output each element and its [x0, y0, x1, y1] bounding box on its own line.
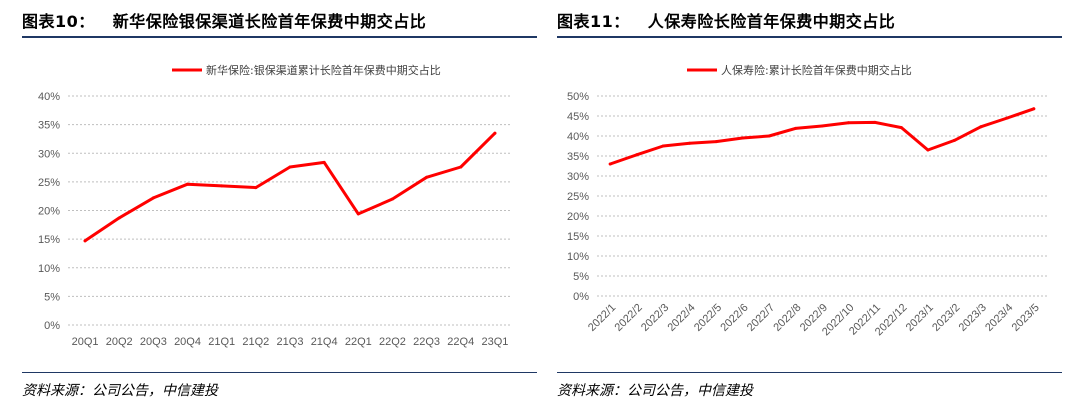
x-tick-label: 2022/5	[692, 302, 724, 334]
data-point	[661, 144, 665, 148]
y-tick-label: 20%	[38, 206, 60, 218]
y-tick-label: 25%	[38, 177, 60, 189]
x-tick-label: 20Q2	[106, 336, 133, 348]
legend-label: 人保寿险:累计长险首年保费中期交占比	[721, 63, 912, 77]
y-tick-label: 25%	[567, 191, 589, 203]
data-point	[608, 162, 612, 166]
legend-label: 新华保险:银保渠道累计长险首年保费中期交占比	[206, 63, 441, 77]
data-point	[1005, 116, 1009, 120]
y-tick-label: 40%	[567, 131, 589, 143]
x-tick-label: 2022/8	[771, 302, 803, 334]
x-tick-label: 22Q3	[413, 336, 440, 348]
y-tick-label: 0%	[44, 320, 60, 332]
figure-10-title-rule	[22, 36, 537, 38]
figure-11-title: 图表11： 人保寿险长险首年保费中期交占比	[557, 8, 895, 32]
x-tick-label: 22Q2	[379, 336, 406, 348]
figure-11-source-rule	[557, 372, 1062, 373]
y-tick-label: 35%	[567, 151, 589, 163]
data-point	[714, 140, 718, 144]
y-tick-label: 30%	[567, 171, 589, 183]
figure-10-source-rule	[22, 372, 537, 373]
figure-11-title-text: 人保寿险长险首年保费中期交占比	[647, 12, 896, 31]
x-tick-label: 21Q1	[208, 336, 235, 348]
figure-11-label: 图表11：	[557, 12, 630, 31]
data-point	[220, 184, 224, 188]
y-tick-label: 35%	[38, 120, 60, 132]
data-point	[899, 126, 903, 130]
figure-10-chart: 新华保险:银保渠道累计长险首年保费中期交占比 0% 5% 10% 15% 20% 25% 30…	[38, 63, 512, 348]
data-point	[459, 165, 463, 169]
figure-10-title: 图表10： 新华保险银保渠道长险首年保费中期交占比	[22, 8, 426, 32]
x-tick-label: 2023/1	[904, 302, 936, 334]
data-point	[151, 196, 155, 200]
data-point	[952, 138, 956, 142]
x-tick-label: 22Q1	[345, 336, 372, 348]
figure-11-panel: 图表11： 人保寿险长险首年保费中期交占比 人保寿险:累计长险首年保费中期交占比 0…	[557, 0, 1062, 408]
x-tick-label: 2022/1	[586, 302, 618, 334]
data-point	[356, 212, 360, 216]
y-tick-label: 15%	[567, 231, 589, 243]
data-point	[117, 216, 121, 220]
x-tick-label: 2023/5	[1010, 302, 1042, 334]
y-tick-label: 30%	[38, 148, 60, 160]
y-tick-label: 20%	[567, 211, 589, 223]
figure-10-title-text: 新华保险银保渠道长险首年保费中期交占比	[112, 12, 427, 31]
figure-10-label: 图表10：	[22, 12, 95, 31]
x-tick-label: 2022/4	[665, 302, 697, 334]
x-tick-label: 20Q1	[72, 336, 99, 348]
figure-10-panel: 图表10： 新华保险银保渠道长险首年保费中期交占比 新华保险:银保渠道累计长险首年…	[22, 0, 537, 408]
figure-11-chart: 人保寿险:累计长险首年保费中期交占比 0% 5% 10% 15% 20% 25% 30% 35%…	[567, 63, 1047, 338]
y-tick-label: 5%	[573, 271, 589, 283]
figure-10-source: 资料来源：公司公告，中信建投	[22, 383, 218, 399]
y-tick-label: 50%	[567, 91, 589, 103]
data-point	[83, 239, 87, 243]
data-point	[741, 136, 745, 140]
y-tick-label: 0%	[573, 291, 589, 303]
x-tick-label: 2023/4	[983, 302, 1015, 334]
x-tick-label: 2023/3	[957, 302, 989, 334]
x-tick-label: 2022/3	[639, 302, 671, 334]
figure-11-title-rule	[557, 36, 1062, 38]
data-point	[254, 186, 258, 190]
y-tick-label: 5%	[44, 291, 60, 303]
data-point	[820, 124, 824, 128]
series-line	[83, 131, 497, 243]
data-point	[688, 141, 692, 145]
data-point	[1032, 107, 1036, 111]
data-point	[873, 120, 877, 124]
x-tick-label: 21Q2	[242, 336, 269, 348]
x-tick-label: 21Q4	[311, 336, 338, 348]
x-tick-label: 2022/2	[613, 302, 645, 334]
y-tick-label: 10%	[567, 251, 589, 263]
data-point	[926, 148, 930, 152]
x-tick-label: 20Q4	[174, 336, 201, 348]
x-tick-label: 20Q3	[140, 336, 167, 348]
data-point	[635, 153, 639, 157]
data-point	[493, 131, 497, 135]
data-point	[186, 182, 190, 186]
data-point	[288, 165, 292, 169]
data-point	[390, 197, 394, 201]
x-tick-label: 2023/2	[930, 302, 962, 334]
data-point	[846, 121, 850, 125]
x-tick-label: 21Q3	[277, 336, 304, 348]
data-point	[425, 175, 429, 179]
x-tick-label: 2022/6	[718, 302, 750, 334]
data-point	[322, 160, 326, 164]
data-point	[794, 126, 798, 130]
figure-11-source: 资料来源：公司公告，中信建投	[557, 383, 753, 399]
y-tick-label: 10%	[38, 263, 60, 275]
x-tick-label: 2022/7	[745, 302, 777, 334]
x-tick-label: 22Q4	[447, 336, 474, 348]
y-tick-label: 45%	[567, 111, 589, 123]
y-tick-label: 40%	[38, 91, 60, 103]
data-point	[979, 125, 983, 129]
y-tick-label: 15%	[38, 234, 60, 246]
data-point	[767, 134, 771, 138]
x-tick-label: 23Q1	[481, 336, 508, 348]
